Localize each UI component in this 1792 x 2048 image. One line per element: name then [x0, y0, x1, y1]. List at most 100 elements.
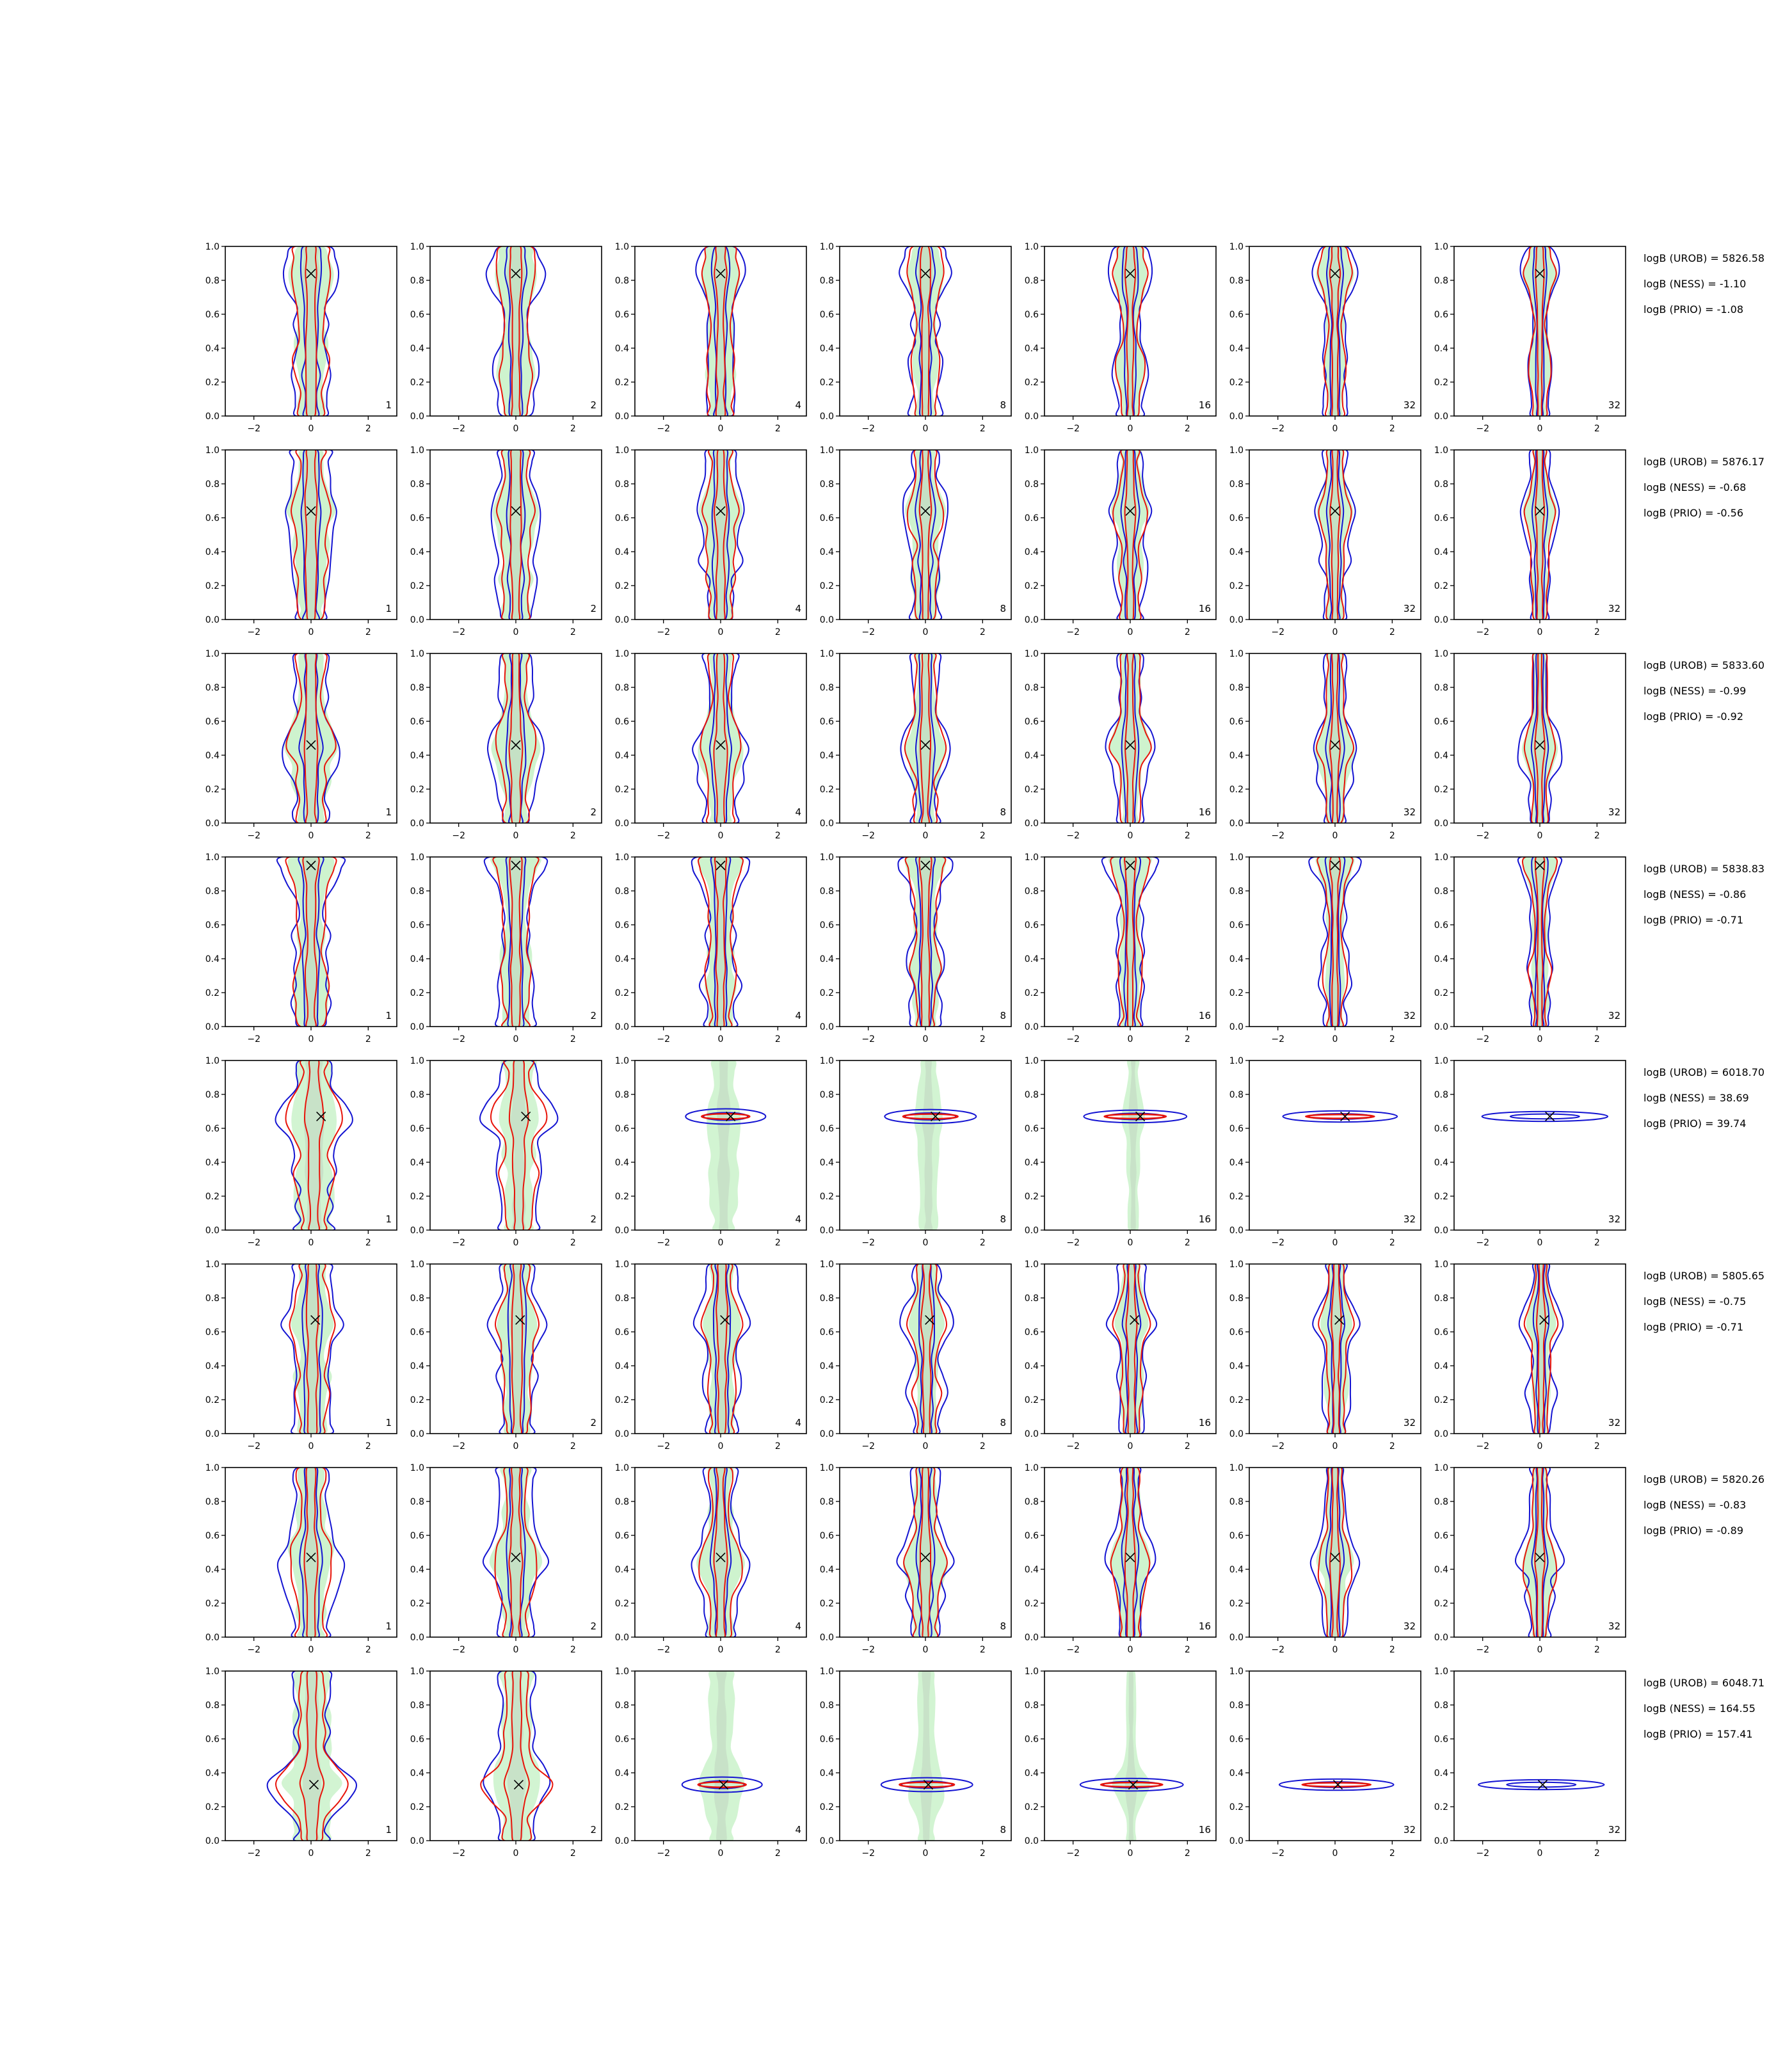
- red-contour-outer: [899, 1781, 956, 1788]
- panel-column-label: 1: [385, 1010, 392, 1021]
- panel-column-label: 8: [1000, 1824, 1006, 1836]
- blue-contour-inner: [918, 1264, 935, 1434]
- blue-contour-inner: [1103, 1780, 1161, 1789]
- y-tick-label: 1.0: [615, 852, 629, 863]
- y-tick-label: 0.2: [1229, 1395, 1244, 1405]
- x-tick-label: −2: [1476, 1034, 1489, 1044]
- y-tick-label: 0.2: [1434, 581, 1448, 591]
- panel: −2 0 2 0.0 0.2 0.4 0.6 0.8 1.0 1: [205, 1260, 397, 1452]
- blue-contour-outer: [685, 1108, 767, 1125]
- red-contour-outer: [1112, 246, 1149, 416]
- posterior-fill: [489, 1468, 543, 1637]
- blue-contour-outer: [897, 857, 954, 1027]
- posterior-fill: [907, 246, 944, 416]
- posterior-fill: [1523, 1468, 1557, 1637]
- logb-annotation: logB (NESS) = -0.68: [1644, 481, 1746, 493]
- y-tick-label: 0.4: [615, 547, 629, 557]
- red-contour-outer: [285, 1060, 343, 1230]
- y-tick-label: 1.0: [205, 1463, 220, 1473]
- y-tick-label: 1.0: [820, 1463, 834, 1473]
- posterior-fill: [281, 1671, 342, 1841]
- y-tick-label: 0.6: [1025, 717, 1039, 727]
- plot-area: [482, 1468, 550, 1637]
- panel-column-label: 4: [795, 1824, 801, 1836]
- y-tick-label: 0.4: [1025, 1565, 1039, 1575]
- y-tick-label: 1.0: [205, 1260, 220, 1270]
- posterior-fill: [1316, 450, 1354, 620]
- blue-contour-outer: [880, 1777, 973, 1793]
- y-tick-label: 0.6: [205, 513, 220, 524]
- panel: −2 0 2 0.0 0.2 0.4 0.6 0.8 1.0 8: [820, 852, 1012, 1044]
- panel-column-label: 32: [1608, 1010, 1620, 1021]
- panel-frame: [1249, 1670, 1421, 1841]
- x-tick-label: 0: [718, 1645, 724, 1655]
- panel-column-label: 2: [590, 1620, 596, 1632]
- panel-column-label: 8: [1000, 399, 1006, 411]
- y-tick-label: 0.0: [1229, 412, 1244, 422]
- y-tick-label: 0.4: [205, 1565, 220, 1575]
- blue-contour-inner: [1531, 450, 1549, 620]
- x-tick-label: 0: [513, 424, 519, 434]
- y-tick-label: 0.4: [410, 1768, 424, 1779]
- y-tick-label: 0.8: [1025, 276, 1039, 286]
- red-contour-outer: [495, 246, 536, 416]
- panel: −2 0 2 0.0 0.2 0.4 0.6 0.8 1.0 4: [615, 649, 807, 841]
- y-tick-label: 0.4: [1025, 1158, 1039, 1168]
- y-tick-label: 0.0: [1434, 1226, 1448, 1236]
- y-tick-label: 0.8: [615, 683, 629, 693]
- y-tick-label: 0.4: [205, 344, 220, 354]
- blue-contour-outer: [276, 1468, 346, 1637]
- blue-contour-outer: [1313, 653, 1357, 823]
- plot-area: [1083, 1060, 1188, 1230]
- plot-area: [1477, 1779, 1605, 1791]
- y-tick-label: 0.2: [1025, 581, 1039, 591]
- y-tick-label: 0.8: [615, 479, 629, 490]
- logb-annotation: logB (UROB) = 5805.65: [1644, 1270, 1764, 1282]
- posterior-fill: [1114, 246, 1147, 416]
- blue-contour-outer: [1517, 653, 1563, 823]
- panel: −2 0 2 0.0 0.2 0.4 0.6 0.8 1.0 2: [410, 852, 602, 1044]
- red-contour-inner: [714, 857, 728, 1027]
- y-tick-label: 0.8: [1025, 683, 1039, 693]
- posterior-fill: [492, 450, 540, 620]
- y-tick-label: 1.0: [1434, 445, 1448, 456]
- x-tick-label: 0: [1537, 1441, 1543, 1452]
- y-tick-label: 0.2: [410, 1599, 424, 1609]
- y-tick-label: 0.2: [205, 378, 220, 388]
- posterior-fill: [1121, 1060, 1146, 1230]
- blue-contour-outer: [280, 1264, 344, 1434]
- plot-area: [1079, 1671, 1184, 1841]
- panel: −2 0 2 0.0 0.2 0.4 0.6 0.8 1.0 1: [205, 242, 397, 434]
- plot-area: [1101, 857, 1160, 1027]
- y-tick-label: 0.2: [410, 1395, 424, 1405]
- y-tick-label: 0.0: [820, 1836, 834, 1846]
- y-tick-label: 0.4: [410, 1565, 424, 1575]
- red-contour-outer: [492, 857, 540, 1027]
- true-value-marker: [1537, 1779, 1548, 1790]
- panel: −2 0 2 0.0 0.2 0.4 0.6 0.8 1.0 32: [1434, 852, 1626, 1044]
- y-tick-label: 0.6: [615, 1327, 629, 1338]
- x-tick-label: 2: [1594, 424, 1600, 434]
- plot-area: [266, 1671, 357, 1841]
- x-tick-label: 2: [1185, 831, 1190, 841]
- panel-column-label: 32: [1608, 1620, 1620, 1632]
- y-tick-label: 0.4: [1434, 1565, 1448, 1575]
- y-tick-label: 0.8: [820, 276, 834, 286]
- x-tick-label: 0: [308, 1034, 314, 1044]
- prior-fill: [508, 1468, 524, 1637]
- posterior-fill: [703, 1264, 741, 1434]
- y-tick-label: 0.4: [1229, 751, 1244, 761]
- y-tick-label: 0.2: [1025, 378, 1039, 388]
- panel-column-label: 4: [795, 1417, 801, 1428]
- panel: −2 0 2 0.0 0.2 0.4 0.6 0.8 1.0 8: [820, 1260, 1012, 1452]
- red-contour-inner: [1535, 246, 1545, 416]
- y-tick-label: 0.2: [615, 1599, 629, 1609]
- x-tick-label: 2: [365, 1034, 371, 1044]
- true-value-marker: [1130, 1315, 1140, 1325]
- red-contour-outer: [1523, 450, 1556, 620]
- panel-column-label: 2: [590, 1213, 596, 1225]
- plot-area: [275, 1060, 353, 1230]
- x-tick-label: 2: [365, 1441, 371, 1452]
- y-tick-label: 1.0: [820, 852, 834, 863]
- y-tick-label: 0.6: [205, 920, 220, 931]
